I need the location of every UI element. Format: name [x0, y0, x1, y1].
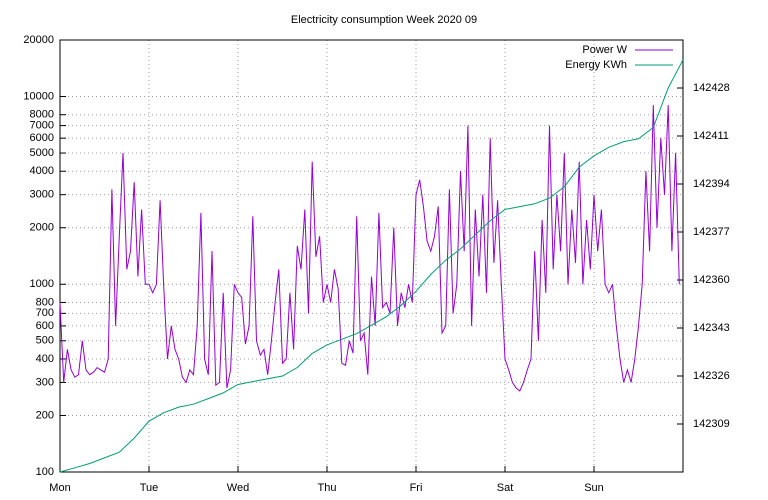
y-tick-label: 400	[36, 353, 54, 365]
y-tick-label: 2000	[30, 222, 54, 234]
x-tick-label: Mon	[49, 482, 70, 494]
y2-tick-label: 142377	[693, 226, 730, 238]
y-tick-label: 100	[36, 466, 54, 478]
y-tick-label: 5000	[30, 147, 54, 159]
series-line	[59, 105, 680, 392]
y-tick-label: 200	[36, 409, 54, 421]
y-tick-label: 8000	[30, 109, 54, 121]
y2-tick-label: 142343	[693, 322, 730, 334]
plot-frame	[59, 39, 684, 473]
y-tick-label: 7000	[30, 120, 54, 132]
series-line	[59, 59, 684, 473]
y-tick-label: 1000	[30, 278, 54, 290]
legend-label: Power W	[582, 44, 627, 56]
x-tick-label: Tue	[140, 482, 159, 494]
y-tick-label: 600	[36, 320, 54, 332]
y2-tick-label: 142428	[693, 82, 730, 94]
y-tick-label: 3000	[30, 189, 54, 201]
x-tick-label: Fri	[410, 482, 423, 494]
y-tick-label: 4000	[30, 165, 54, 177]
x-tick-label: Sat	[497, 482, 514, 494]
y-tick-label: 20000	[23, 34, 54, 46]
y2-tick-label: 142309	[693, 418, 730, 430]
x-tick-label: Sun	[584, 482, 604, 494]
y2-tick-label: 142326	[693, 370, 730, 382]
y-tick-label: 500	[36, 335, 54, 347]
x-tick-label: Wed	[227, 482, 249, 494]
y2-tick-label: 142360	[693, 274, 730, 286]
y2-tick-label: 142394	[693, 178, 730, 190]
y-tick-label: 700	[36, 307, 54, 319]
y-tick-label: 6000	[30, 132, 54, 144]
chart-title: Electricity consumption Week 2020 09	[291, 14, 477, 26]
y-tick-label: 300	[36, 376, 54, 388]
y-tick-label: 10000	[23, 90, 54, 102]
x-tick-label: Thu	[318, 482, 337, 494]
y-tick-label: 800	[36, 296, 54, 308]
y2-tick-label: 142411	[693, 130, 729, 142]
legend-label: Energy KWh	[565, 59, 627, 71]
